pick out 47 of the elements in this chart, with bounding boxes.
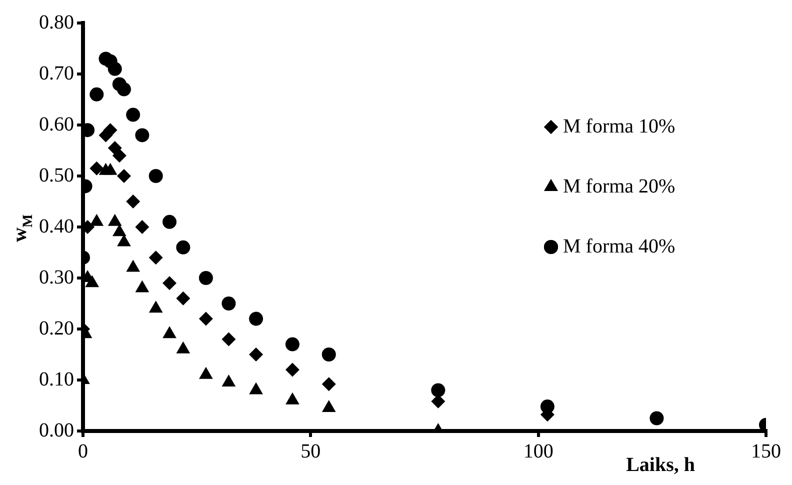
point: [322, 377, 336, 392]
point: [108, 62, 122, 76]
y-tick-label: 0.80: [39, 11, 74, 34]
point: [148, 169, 163, 183]
point: [322, 348, 336, 362]
point: [431, 383, 446, 398]
point: [285, 362, 300, 377]
y-tick-label: 0.40: [39, 215, 74, 238]
x-tick-label: 0: [78, 440, 88, 462]
legend-label: M forma 40%: [563, 235, 676, 258]
point: [135, 220, 150, 234]
point: [222, 332, 236, 346]
point: [126, 194, 140, 208]
point: [249, 348, 264, 362]
legend-label: M forma 10%: [563, 115, 676, 138]
x-tick-label: 50: [300, 440, 321, 462]
point: [116, 82, 131, 96]
point: [162, 214, 177, 229]
point: [176, 240, 190, 254]
point: [650, 411, 664, 426]
point: [162, 276, 177, 290]
point: [135, 128, 150, 142]
legend-label: M forma 20%: [563, 175, 676, 198]
x-tick-label: 100: [523, 440, 554, 462]
y-tick-label: 0.00: [39, 419, 74, 442]
y-tick-label: 0.70: [39, 62, 74, 84]
x-axis-title: Laiks, h: [626, 454, 695, 476]
y-tick-label: 0.20: [39, 317, 74, 340]
point: [198, 271, 213, 285]
x-tick-label: 150: [751, 440, 781, 462]
point: [116, 169, 131, 183]
y-tick-label: 0.60: [39, 113, 74, 136]
point: [222, 296, 236, 310]
point: [108, 140, 122, 155]
y-tick-label: 0.30: [39, 266, 74, 288]
y-tick-label: 0.10: [39, 368, 74, 390]
y-axis-title: wM: [9, 214, 36, 242]
point: [148, 250, 163, 265]
point: [112, 148, 126, 163]
point: [285, 337, 300, 352]
point: [198, 312, 213, 326]
y-tick-label: 0.50: [39, 164, 74, 186]
point: [90, 87, 104, 102]
point: [126, 108, 140, 122]
point: [176, 291, 190, 306]
point: [90, 161, 104, 176]
point: [249, 312, 264, 326]
